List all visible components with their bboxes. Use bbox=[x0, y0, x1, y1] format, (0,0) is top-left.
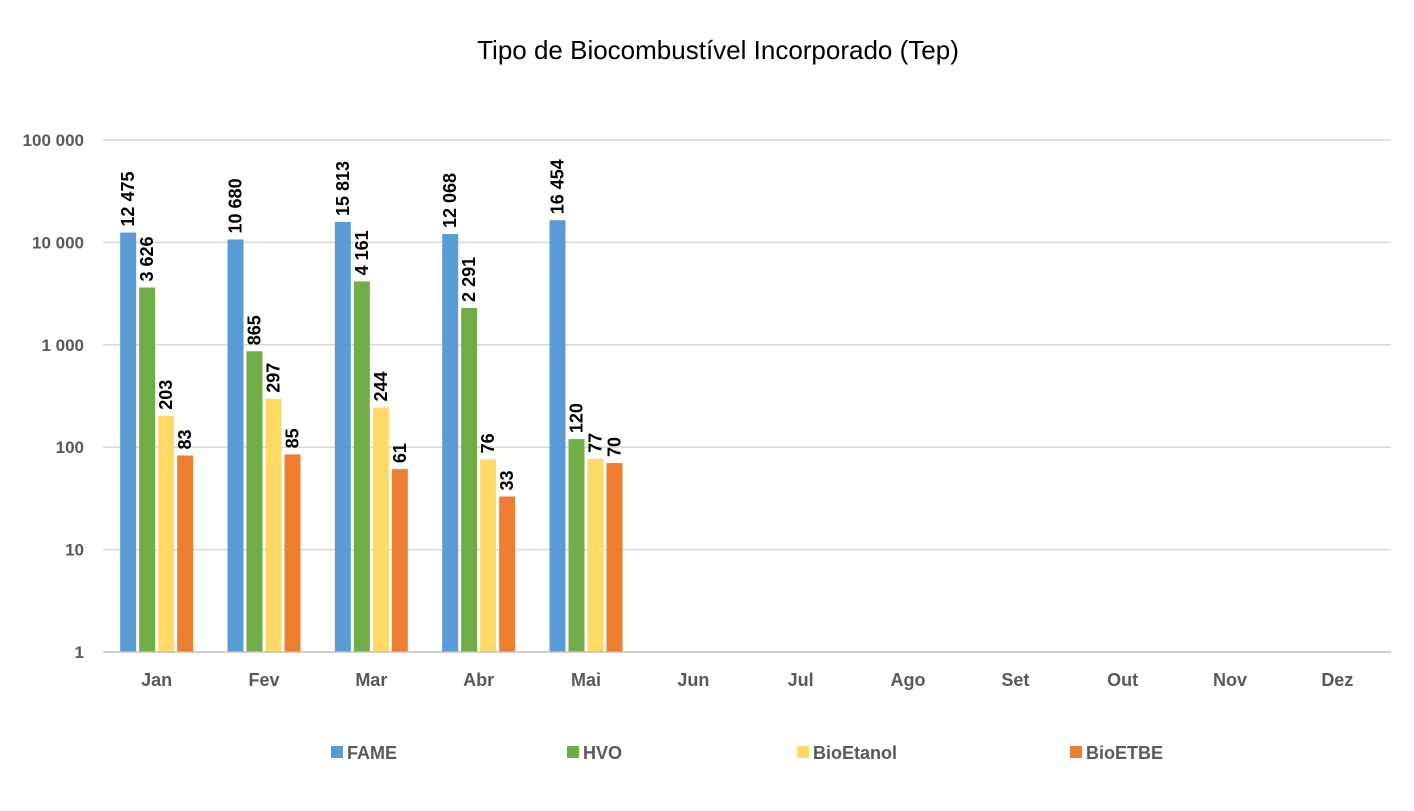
y-tick-label: 100 000 bbox=[23, 131, 84, 150]
bar-bioetbe bbox=[606, 463, 623, 652]
x-tick-label: Out bbox=[1107, 670, 1138, 690]
bar-fame bbox=[549, 220, 566, 653]
x-tick-label: Fev bbox=[248, 670, 279, 690]
data-label: 85 bbox=[283, 428, 303, 448]
data-label: 70 bbox=[605, 437, 625, 457]
bar-hvo bbox=[568, 439, 585, 652]
chart-title: Tipo de Biocombustível Incorporado (Tep) bbox=[477, 35, 959, 65]
data-label: 297 bbox=[264, 363, 284, 393]
y-axis: 1 10 100 1 000 10 000 100 000 bbox=[23, 131, 84, 662]
data-label: 865 bbox=[245, 315, 265, 345]
bar-fame bbox=[227, 239, 244, 652]
data-label: 12 068 bbox=[440, 173, 460, 228]
data-label: 4 161 bbox=[352, 230, 372, 275]
y-tick-label: 10 000 bbox=[32, 233, 84, 252]
bar-hvo bbox=[246, 351, 263, 652]
bar-bioetanol bbox=[372, 407, 389, 652]
bar-bioetbe bbox=[499, 496, 516, 652]
bar-fame bbox=[442, 234, 459, 653]
data-label: 3 626 bbox=[137, 236, 157, 281]
legend-label: HVO bbox=[583, 743, 622, 763]
data-labels: 12 475 3 626 203 83 10 680 865 297 85 15 813 4 16… bbox=[118, 159, 624, 490]
data-label: 83 bbox=[175, 429, 195, 449]
bar-bioetanol bbox=[587, 458, 604, 652]
data-label: 77 bbox=[586, 433, 606, 453]
x-tick-label: Jan bbox=[141, 670, 172, 690]
y-tick-label: 1 bbox=[75, 643, 84, 662]
data-label: 203 bbox=[156, 380, 176, 410]
data-label: 33 bbox=[497, 470, 517, 490]
data-label: 2 291 bbox=[459, 257, 479, 302]
gridlines bbox=[103, 139, 1391, 551]
data-label: 10 680 bbox=[226, 178, 246, 233]
legend-swatch bbox=[1070, 746, 1082, 758]
y-tick-label: 10 bbox=[65, 541, 84, 560]
x-tick-label: Abr bbox=[463, 670, 494, 690]
bar-bioetbe bbox=[284, 454, 301, 652]
x-tick-label: Jul bbox=[788, 670, 814, 690]
legend-label: BioEtanol bbox=[813, 743, 897, 763]
y-tick-label: 100 bbox=[56, 438, 84, 457]
bar-hvo bbox=[353, 281, 370, 652]
data-label: 15 813 bbox=[333, 161, 353, 216]
legend-swatch bbox=[331, 746, 343, 758]
bar-bioetanol bbox=[158, 415, 175, 652]
bar-hvo bbox=[139, 287, 156, 652]
data-label: 16 454 bbox=[548, 159, 568, 214]
legend-swatch bbox=[797, 746, 809, 758]
bar-bioetanol bbox=[480, 459, 497, 652]
x-tick-label: Mar bbox=[355, 670, 387, 690]
x-tick-label: Mai bbox=[571, 670, 601, 690]
bar-hvo bbox=[461, 307, 478, 652]
data-label: 12 475 bbox=[118, 172, 138, 227]
legend-swatch bbox=[567, 746, 579, 758]
data-label: 76 bbox=[478, 433, 498, 453]
legend: FAME HVO BioEtanol BioETBE bbox=[331, 743, 1163, 763]
data-label: 244 bbox=[371, 371, 391, 401]
x-tick-label: Nov bbox=[1213, 670, 1247, 690]
bars bbox=[120, 220, 623, 653]
legend-label: FAME bbox=[347, 743, 397, 763]
data-label: 120 bbox=[567, 403, 587, 433]
bar-bioetbe bbox=[391, 469, 408, 652]
bar-bioetbe bbox=[177, 455, 194, 652]
data-label: 61 bbox=[390, 443, 410, 463]
bar-fame bbox=[120, 232, 137, 653]
x-axis: Jan Fev Mar Abr Mai Jun Jul Ago Set Out Nov Dez bbox=[103, 651, 1391, 690]
bar-fame bbox=[334, 222, 351, 652]
bar-bioetanol bbox=[265, 398, 282, 652]
legend-label: BioETBE bbox=[1086, 743, 1163, 763]
x-tick-label: Jun bbox=[677, 670, 709, 690]
x-tick-label: Set bbox=[1001, 670, 1029, 690]
y-tick-label: 1 000 bbox=[41, 336, 84, 355]
x-tick-label: Ago bbox=[891, 670, 926, 690]
x-tick-label: Dez bbox=[1321, 670, 1353, 690]
